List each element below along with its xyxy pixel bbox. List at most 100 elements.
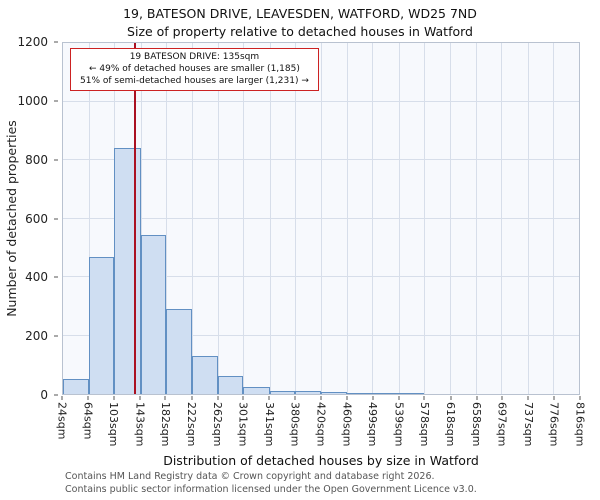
x-tick-labels: 24sqm 64sqm 103sqm 143sqm 182sqm 222sqm 262sqm… [56,396,587,456]
plot-area: 19 BATESON DRIVE: 135sqm ← 49% of detach… [62,42,580,395]
gridline [527,43,529,394]
histogram-bar [140,234,166,394]
y-tick-mark [54,276,58,278]
x-tick-label: 301sqm [236,402,250,447]
gridline [218,43,220,394]
x-tick-label: 776sqm [547,402,561,447]
x-tick-mark [501,396,503,400]
x-tick-label: 262sqm [211,402,225,447]
y-tick-mark [54,41,58,43]
x-tick-mark [217,396,219,400]
histogram-bar [294,390,321,394]
histogram-bar [372,392,399,394]
x-tick-mark [242,396,244,400]
x-axis-title: Distribution of detached houses by size … [163,453,479,468]
x-tick-label: 618sqm [444,402,457,447]
histogram-bar [63,379,90,394]
footer-line-1: Contains HM Land Registry data © Crown c… [65,471,435,483]
x-tick-mark [139,396,141,400]
x-tick-label: 460sqm [340,402,354,447]
x-tick-mark [423,396,425,400]
x-tick-label: 64sqm [81,402,95,440]
gridline [269,43,271,394]
gridline [501,43,503,394]
x-tick-mark [164,396,166,400]
annotation-line-2: ← 49% of detached houses are smaller (1,… [89,64,300,75]
x-tick-mark [268,396,270,400]
gridline [294,43,296,394]
page-subtitle: Size of property relative to detached ho… [127,24,473,40]
annotation-box: 19 BATESON DRIVE: 135sqm ← 49% of detach… [70,48,319,92]
annotation-line-3: 51% of semi-detached houses are larger (… [80,76,309,87]
histogram-bar [192,355,219,394]
x-tick-mark [553,396,555,400]
y-tick-mark [54,335,58,337]
gridline [192,43,193,394]
histogram-bar [218,376,244,394]
x-tick-label: 103sqm [107,402,121,447]
x-tick-mark [294,396,296,400]
histogram-bar [114,148,141,394]
x-tick-mark [398,396,400,400]
gridline [165,43,167,394]
y-tick-mark [54,100,58,102]
x-tick-label: 658sqm [470,402,484,447]
y-tick-mark [54,218,58,219]
chart-header: 19, BATESON DRIVE, LEAVESDEN, WATFORD, W… [0,5,600,41]
x-tick-label: 182sqm [158,402,172,447]
histogram-bar [321,392,348,394]
y-tick-label: 800 [25,152,48,167]
histogram-bar [269,391,295,394]
y-tick-label: 200 [25,329,48,344]
y-tick-label: 1000 [17,93,48,108]
gridline [450,43,451,394]
histogram-bar [243,386,270,394]
y-tick-labels: 0 200 400 600 800 1000 1200 [0,35,58,402]
gridline [243,43,245,394]
y-tick-label: 400 [25,270,48,285]
page-title: 19, BATESON DRIVE, LEAVESDEN, WATFORD, W… [123,6,477,21]
property-size-marker-line [134,43,137,394]
x-tick-mark [61,396,63,400]
annotation-line-1: 19 BATESON DRIVE: 135sqm [129,52,260,62]
y-tick-mark [54,394,58,396]
gridline [140,43,142,394]
x-tick-label: 539sqm [392,402,406,447]
histogram-bar [347,392,373,394]
histogram-bar [398,393,424,394]
x-tick-mark [346,396,348,400]
gridline [372,43,374,394]
x-tick-mark [579,396,581,400]
histogram-bar [165,309,192,394]
footer: Contains HM Land Registry data © Crown c… [65,471,477,496]
footer-line-2: Contains public sector information licen… [65,483,477,495]
gridline [347,43,349,394]
gridline [423,43,425,394]
x-tick-label: 697sqm [495,402,509,447]
y-tick-label: 1200 [17,35,48,49]
gridline [89,43,91,394]
x-tick-label: 737sqm [521,402,535,447]
x-tick-mark [113,396,115,400]
x-tick-mark [87,396,89,400]
x-tick-label: 816sqm [573,402,587,447]
x-tick-label: 222sqm [185,402,198,447]
x-tick-label: 143sqm [133,402,147,447]
x-tick-mark [320,396,322,400]
x-tick-mark [476,396,478,400]
x-tick-label: 420sqm [314,402,328,447]
x-tick-mark [450,396,451,400]
y-tick-label: 600 [25,211,48,226]
x-tick-label: 578sqm [417,402,431,447]
x-tick-label: 341sqm [262,402,276,447]
x-tick-mark [372,396,374,400]
x-tick-mark [191,396,192,400]
gridline [552,43,554,394]
histogram-bar [89,256,115,394]
x-tick-label: 499sqm [366,402,380,447]
x-tick-label: 24sqm [55,402,69,440]
gridline [321,43,322,394]
gridline [476,43,478,394]
x-tick-label: 380sqm [288,402,302,447]
y-tick-mark [54,159,58,161]
